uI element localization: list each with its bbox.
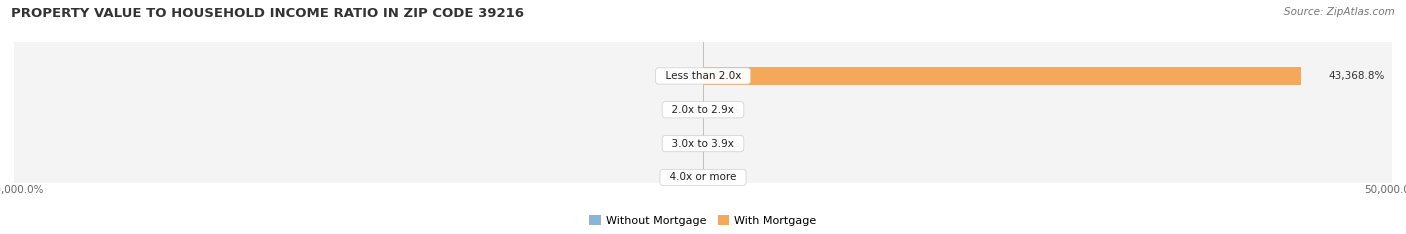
Text: 23.6%: 23.6% bbox=[665, 71, 699, 81]
FancyBboxPatch shape bbox=[11, 0, 1395, 234]
FancyBboxPatch shape bbox=[11, 0, 1395, 234]
Text: 43,368.8%: 43,368.8% bbox=[1329, 71, 1385, 81]
Text: Source: ZipAtlas.com: Source: ZipAtlas.com bbox=[1284, 7, 1395, 17]
Text: PROPERTY VALUE TO HOUSEHOLD INCOME RATIO IN ZIP CODE 39216: PROPERTY VALUE TO HOUSEHOLD INCOME RATIO… bbox=[11, 7, 524, 20]
Text: 3.0x to 3.9x: 3.0x to 3.9x bbox=[665, 139, 741, 149]
Text: Less than 2.0x: Less than 2.0x bbox=[658, 71, 748, 81]
Text: 2.0x to 2.9x: 2.0x to 2.9x bbox=[665, 105, 741, 115]
Bar bbox=[703, 67, 1301, 85]
Text: 22.6%: 22.6% bbox=[707, 105, 741, 115]
FancyBboxPatch shape bbox=[11, 0, 1395, 234]
FancyBboxPatch shape bbox=[11, 0, 1395, 234]
Text: 4.0x or more: 4.0x or more bbox=[664, 172, 742, 183]
Text: 9.5%: 9.5% bbox=[672, 139, 699, 149]
Text: 51.3%: 51.3% bbox=[665, 172, 699, 183]
Text: 42.9%: 42.9% bbox=[707, 139, 741, 149]
Text: 5.0%: 5.0% bbox=[707, 172, 734, 183]
Legend: Without Mortgage, With Mortgage: Without Mortgage, With Mortgage bbox=[585, 211, 821, 230]
Text: 7.6%: 7.6% bbox=[672, 105, 699, 115]
